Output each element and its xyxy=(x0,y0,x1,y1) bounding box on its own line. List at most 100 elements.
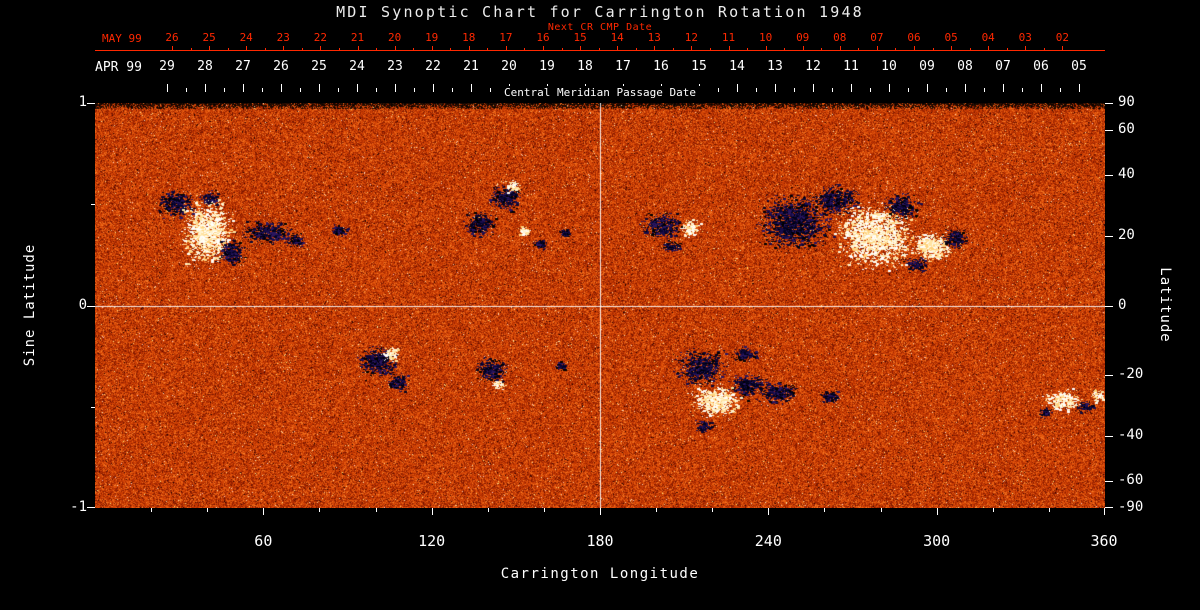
top-axis-tick xyxy=(876,46,878,50)
top-axis-tick-label: 23 xyxy=(276,31,290,44)
cmp-axis-tick-label: 25 xyxy=(311,59,327,74)
top-axis-tick-label: 10 xyxy=(758,31,773,44)
top-axis-minor-tick xyxy=(932,48,934,50)
y-right-tick-label: 0 xyxy=(1118,296,1127,313)
cmp-axis-tick-label: 19 xyxy=(539,59,555,74)
top-axis-minor-tick xyxy=(413,48,415,50)
top-axis-line xyxy=(95,50,1105,51)
cmp-axis-tick xyxy=(927,84,928,92)
cmp-axis-tick-label: 13 xyxy=(767,59,783,74)
top-axis-minor-tick xyxy=(709,48,711,50)
top-axis-tick-label: 02 xyxy=(1055,31,1070,44)
top-axis-tick-label: 19 xyxy=(425,31,439,44)
cmp-axis-minor-tick xyxy=(1022,88,1023,92)
cmp-axis-tick xyxy=(965,84,966,92)
top-axis-tick-label: 20 xyxy=(387,31,402,44)
top-axis-tick-label: 15 xyxy=(573,31,587,44)
cmp-axis-tick xyxy=(775,84,776,92)
cmp-axis-tick xyxy=(395,84,396,92)
cmp-axis-minor-tick xyxy=(528,88,529,92)
y-right-tick-label: -60 xyxy=(1118,471,1144,488)
cmp-axis-minor-tick xyxy=(376,88,377,92)
top-axis-tick xyxy=(394,46,396,50)
y-left-minor-tick xyxy=(91,406,95,408)
top-axis-minor-tick xyxy=(376,48,377,50)
top-axis-tick xyxy=(505,46,507,50)
cmp-axis-tick-label: 27 xyxy=(235,59,251,74)
cmp-axis-minor-tick xyxy=(224,88,225,92)
x-axis-tick-label: 180 xyxy=(586,532,614,550)
y-right-tick xyxy=(1105,103,1113,104)
top-axis-tick-label: 22 xyxy=(313,31,328,44)
top-axis-tick-label: 12 xyxy=(684,31,699,44)
y-left-tick-label: -1 xyxy=(70,499,87,515)
top-axis-minor-tick xyxy=(301,48,303,50)
chart-title: MDI Synoptic Chart for Carrington Rotati… xyxy=(336,3,864,21)
cmp-axis-tick xyxy=(167,84,168,92)
top-axis-minor-tick xyxy=(672,48,674,50)
top-axis-tick-label: 09 xyxy=(796,31,810,44)
x-axis-minor-tick xyxy=(880,508,882,512)
y-right-tick-label: -20 xyxy=(1118,365,1144,382)
top-axis-tick xyxy=(728,46,730,50)
cmp-axis-minor-tick xyxy=(186,88,187,92)
y-right-tick-label: -90 xyxy=(1118,499,1144,515)
cmp-axis-tick xyxy=(205,84,206,92)
top-axis-tick xyxy=(839,46,841,50)
y-left-tick xyxy=(87,103,95,104)
cmp-axis-tick-label: 24 xyxy=(349,59,365,74)
cmp-axis-minor-tick xyxy=(452,88,453,92)
cmp-axis-tick xyxy=(1079,84,1080,92)
top-axis-minor-tick xyxy=(969,48,971,50)
y-right-tick xyxy=(1105,507,1113,508)
cmp-axis-minor-tick xyxy=(718,88,719,92)
cmp-axis-tick-label: 15 xyxy=(691,59,707,74)
top-axis-minor-tick xyxy=(858,48,860,50)
cmp-axis-tick-label: 16 xyxy=(653,59,669,74)
x-axis-minor-tick xyxy=(151,508,153,512)
cmp-axis-tick xyxy=(243,84,244,92)
cmp-axis-tick xyxy=(813,84,814,92)
x-axis-minor-tick xyxy=(543,508,545,512)
cmp-axis-minor-tick xyxy=(756,88,757,92)
cmp-axis-tick xyxy=(851,84,852,92)
y-left-tick-label: 1 xyxy=(78,94,87,110)
cmp-axis-tick-label: 23 xyxy=(387,59,403,74)
top-axis-tick-label: 14 xyxy=(610,31,624,44)
x-axis-minor-tick xyxy=(207,508,209,512)
x-axis-tick-label: 60 xyxy=(254,532,273,550)
top-axis-tick xyxy=(1025,46,1027,50)
x-axis-minor-tick xyxy=(319,508,321,512)
top-axis-tick xyxy=(431,46,433,50)
top-axis-minor-tick xyxy=(487,48,489,50)
x-axis-tick-label: 120 xyxy=(418,532,446,550)
top-axis-tick xyxy=(172,46,173,50)
cmp-axis-tick-label: 28 xyxy=(197,59,213,74)
cmp-axis-tick xyxy=(471,84,472,92)
cmp-axis-minor-tick xyxy=(338,88,339,92)
top-axis-tick xyxy=(654,46,656,50)
cmp-axis-tick-label: 26 xyxy=(273,59,289,74)
cmp-axis-tick-label: 18 xyxy=(577,59,593,74)
top-axis-tick-label: 04 xyxy=(981,31,995,44)
y-right-tick-label: -40 xyxy=(1118,426,1144,443)
top-axis-tick xyxy=(283,46,285,50)
x-axis-tick-label: 300 xyxy=(923,532,951,550)
y-right-tick-label: 40 xyxy=(1118,166,1135,183)
cmp-axis-tick xyxy=(547,84,548,92)
cmp-axis-tick xyxy=(623,84,624,92)
cmp-axis-month-label: APR 99 xyxy=(95,60,142,75)
cmp-axis-tick xyxy=(357,84,358,92)
y-left-tick xyxy=(87,507,95,508)
x-axis-tick xyxy=(936,508,938,515)
cmp-axis-tick xyxy=(1003,84,1004,92)
top-axis-tick-label: 24 xyxy=(239,31,253,44)
top-axis-tick-label: 25 xyxy=(202,31,216,44)
cmp-axis-minor-tick xyxy=(414,88,415,92)
top-axis-tick xyxy=(209,46,211,50)
top-axis-tick xyxy=(320,46,322,50)
top-axis-minor-tick xyxy=(598,48,600,50)
top-axis-tick xyxy=(543,46,544,50)
cmp-axis-tick-label: 05 xyxy=(1071,59,1087,74)
